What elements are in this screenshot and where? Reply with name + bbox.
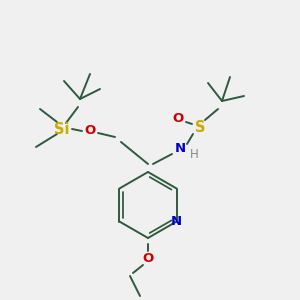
Text: N: N <box>174 142 186 155</box>
Text: H: H <box>190 148 198 161</box>
Text: N: N <box>171 215 182 228</box>
Text: S: S <box>195 119 205 134</box>
Text: O: O <box>142 251 154 265</box>
Text: O: O <box>84 124 96 137</box>
Text: Si: Si <box>54 122 70 136</box>
Text: O: O <box>172 112 184 125</box>
